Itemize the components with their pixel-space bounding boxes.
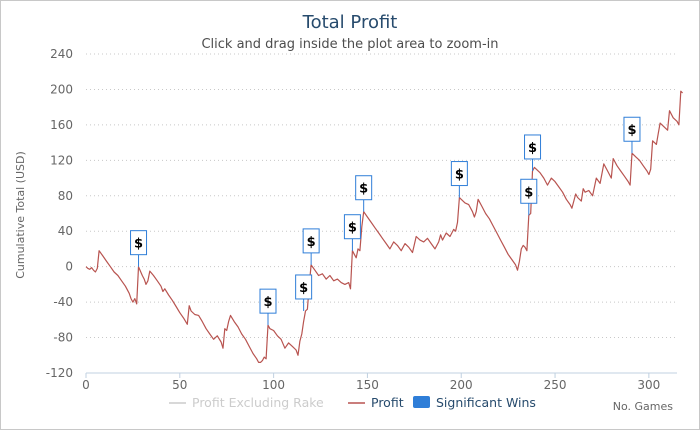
y-tick-label: 120 xyxy=(50,153,73,167)
significant-win-flag[interactable]: $ xyxy=(520,178,538,216)
y-tick-label: 0 xyxy=(65,260,73,274)
y-tick-label: 80 xyxy=(58,189,73,203)
grid-lines xyxy=(86,53,677,374)
y-axis-title: Cumulative Total (USD) xyxy=(14,151,27,279)
flag-box xyxy=(259,288,277,314)
x-tick-label: 0 xyxy=(82,378,90,392)
y-tick-label: 160 xyxy=(50,118,73,132)
flag-box xyxy=(343,214,361,240)
y-tick-label: 240 xyxy=(50,47,73,61)
flag-label: $ xyxy=(627,123,636,138)
x-tick-label: 150 xyxy=(356,378,379,392)
significant-win-flag[interactable]: $ xyxy=(524,134,542,171)
chart-subtitle: Click and drag inside the plot area to z… xyxy=(201,37,498,52)
flag-box xyxy=(295,274,313,300)
y-tick-label: 40 xyxy=(58,224,73,238)
flag-box xyxy=(355,175,373,201)
flag-box xyxy=(524,134,542,160)
legend-item[interactable]: Significant Wins xyxy=(413,395,536,410)
significant-win-flag[interactable]: $ xyxy=(343,214,361,251)
significant-win-flag[interactable]: $ xyxy=(302,228,320,265)
flag-box xyxy=(623,116,641,142)
x-tick-label: 250 xyxy=(544,378,567,392)
legend[interactable]: Profit Excluding Rake Profit Significant W… xyxy=(169,395,536,410)
flag-label: $ xyxy=(455,168,464,183)
x-tick-label: 200 xyxy=(450,378,473,392)
series-line-profit[interactable] xyxy=(85,90,684,363)
flag-box xyxy=(450,161,468,187)
x-tick-label: 50 xyxy=(172,378,187,392)
legend-item[interactable]: Profit Excluding Rake xyxy=(169,395,324,410)
y-tick-label: -80 xyxy=(53,331,73,345)
x-tick-labels: 0 50 100 150 200 250 300 xyxy=(82,373,660,392)
legend-box-symbol xyxy=(413,396,430,408)
legend-label: Profit xyxy=(371,395,404,410)
significant-win-flag[interactable]: $ xyxy=(295,274,313,311)
y-tick-label: 200 xyxy=(50,82,73,96)
significant-win-flag[interactable]: $ xyxy=(355,175,373,212)
significant-win-flag[interactable]: $ xyxy=(623,116,641,154)
series-layer[interactable] xyxy=(85,90,684,363)
legend-label: Profit Excluding Rake xyxy=(192,395,324,410)
y-tick-label: -120 xyxy=(46,366,73,380)
flags-layer[interactable]: $ $ $ $ $ $ $ $ $ $ xyxy=(130,116,641,326)
chart-title: Total Profit xyxy=(302,12,398,33)
y-tick-labels: -120 -80 -40 0 40 80 120 160 200 240 xyxy=(46,47,73,380)
x-tick-label: 300 xyxy=(637,378,660,392)
flag-label: $ xyxy=(359,182,368,197)
flag-label: $ xyxy=(307,235,316,250)
flag-box xyxy=(302,228,320,254)
flag-label: $ xyxy=(134,237,143,252)
legend-label: Significant Wins xyxy=(436,395,536,410)
flag-label: $ xyxy=(299,281,308,296)
significant-win-flag[interactable]: $ xyxy=(259,288,277,326)
flag-box xyxy=(130,230,148,256)
flag-label: $ xyxy=(348,221,357,236)
flag-box xyxy=(520,178,538,204)
x-tick-label: 100 xyxy=(262,378,285,392)
flag-label: $ xyxy=(528,141,537,156)
flag-label: $ xyxy=(524,185,533,200)
flag-label: $ xyxy=(263,295,272,310)
y-tick-label: -40 xyxy=(53,295,73,309)
significant-win-flag[interactable]: $ xyxy=(450,161,468,198)
significant-win-flag[interactable]: $ xyxy=(130,230,148,267)
legend-item[interactable]: Profit xyxy=(348,395,404,410)
x-axis-title: No. Games xyxy=(613,400,674,413)
